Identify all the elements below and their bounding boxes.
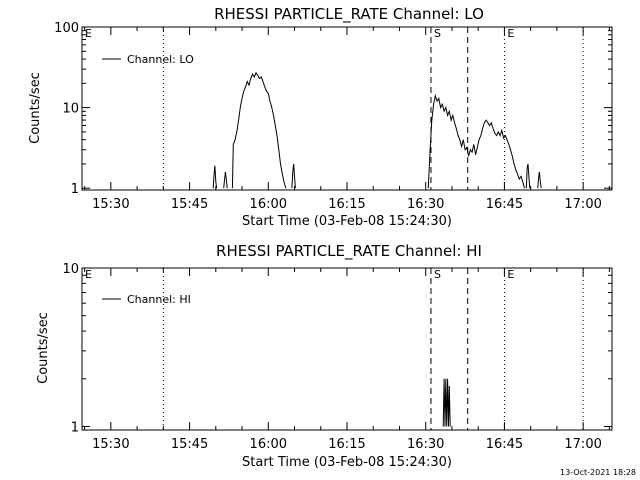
lo-x-tick-label-1: 15:45	[171, 197, 208, 212]
lo-y-tick-label-1: 10	[62, 102, 79, 117]
hi-x-tick-label-5: 16:45	[486, 437, 523, 452]
lo-x-tick-label-6: 17:00	[564, 197, 601, 212]
hi-marker-label-0: E	[85, 268, 92, 281]
lo-x-tick-label-5: 16:45	[486, 197, 523, 212]
footer-timestamp: 13-Oct-2021 18:28	[560, 468, 636, 477]
hi-x-tick-label-3: 16:15	[328, 437, 365, 452]
hi-x-tick-label-4: 16:30	[407, 437, 444, 452]
hi-y-axis-label: Counts/sec	[36, 312, 51, 384]
hi-x-tick-label-2: 16:00	[250, 437, 287, 452]
lo-x-tick-label-3: 16:15	[328, 197, 365, 212]
hi-x-tick-label-0: 15:30	[92, 437, 129, 452]
lo-channel-panel: RHESSI PARTICLE_RATE Channel: LO Counts/…	[28, 5, 613, 229]
lo-x-tick-label-4: 16:30	[407, 197, 444, 212]
hi-axes: 15:30 15:45 16:00 16:15 16:30 16:45 17:00 1 10	[62, 262, 613, 452]
lo-x-axis-label: Start Time (03-Feb-08 15:24:30)	[242, 214, 452, 229]
lo-series	[212, 71, 542, 189]
hi-chart-title: RHESSI PARTICLE_RATE Channel: HI	[216, 242, 482, 261]
lo-legend: Channel: LO	[102, 53, 194, 66]
lo-series-segment-3	[291, 163, 296, 189]
hi-x-tick-label-1: 15:45	[171, 437, 208, 452]
lo-y-axis-label: Counts/sec	[28, 72, 43, 144]
hi-y-tick-label-0: 1	[71, 420, 79, 435]
hi-x-tick-label-6: 17:00	[564, 437, 601, 452]
lo-marker-label-2: S	[434, 27, 441, 40]
hi-legend: Channel: HI	[102, 293, 191, 306]
lo-marker-label-4: E	[507, 27, 514, 40]
lo-y-tick-label-2: 100	[54, 21, 79, 36]
lo-legend-label: Channel: LO	[127, 53, 194, 66]
lo-series-segment-6	[537, 171, 542, 189]
hi-y-tick-label-1: 10	[62, 262, 79, 277]
hi-channel-panel: RHESSI PARTICLE_RATE Channel: HI Counts/…	[36, 242, 613, 470]
lo-axes: 15:30 15:45 16:00 16:15 16:30 16:45 17:00 1 10 10…	[54, 21, 613, 212]
lo-chart-title: RHESSI PARTICLE_RATE Channel: LO	[214, 5, 484, 24]
lo-series-segment-4	[427, 93, 525, 189]
hi-x-axis-label: Start Time (03-Feb-08 15:24:30)	[242, 455, 452, 470]
hi-marker-label-2: S	[434, 268, 441, 281]
lo-x-tick-label-2: 16:00	[250, 197, 287, 212]
lo-series-segment-2	[231, 71, 287, 189]
hi-series-segment-0	[442, 378, 451, 427]
lo-series-segment-0	[212, 165, 218, 189]
lo-y-tick-label-0: 1	[71, 182, 79, 197]
hi-legend-label: Channel: HI	[127, 293, 191, 306]
hi-marker-label-4: E	[507, 268, 514, 281]
lo-marker-label-0: E	[85, 27, 92, 40]
lo-x-tick-label-0: 15:30	[92, 197, 129, 212]
lo-series-segment-1	[223, 171, 228, 189]
hi-series	[442, 378, 451, 427]
lo-series-segment-5	[525, 163, 531, 189]
